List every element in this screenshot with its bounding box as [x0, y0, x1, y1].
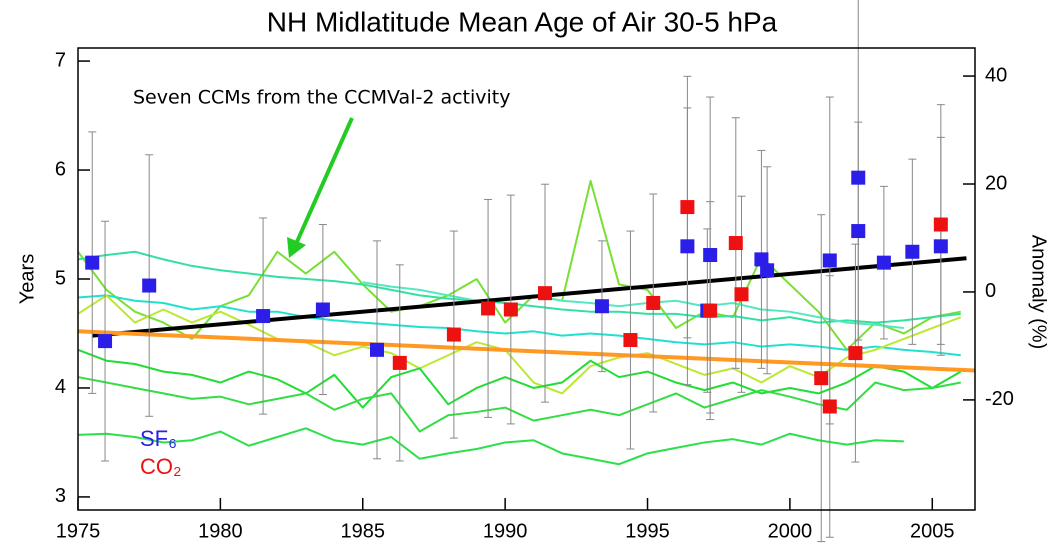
- x-tick-label: 1995: [625, 520, 670, 542]
- data-point: [392, 355, 407, 370]
- model-line: [77, 179, 961, 351]
- model-line: [77, 427, 904, 466]
- data-point: [370, 342, 384, 357]
- data-point: [728, 236, 743, 251]
- legend-label: SF₆: [140, 426, 177, 451]
- data-point: [85, 255, 100, 270]
- data-point: [814, 371, 829, 386]
- y2-tick-label: 20: [985, 172, 1007, 194]
- y-tick-label: 6: [55, 158, 66, 180]
- model-line: [362, 281, 904, 330]
- data-point: [256, 309, 271, 324]
- data-point: [680, 200, 695, 215]
- x-tick-label: 1975: [56, 520, 101, 542]
- data-point: [538, 286, 553, 301]
- y-tick-label: 3: [55, 485, 66, 507]
- model-line: [77, 294, 962, 395]
- data-point: [760, 263, 775, 278]
- annotation-arrow: [287, 117, 354, 258]
- data-point: [822, 399, 837, 414]
- data-point: [98, 334, 113, 349]
- data-point: [734, 287, 749, 302]
- data-point: [848, 346, 863, 361]
- y-tick-label: 7: [55, 49, 66, 71]
- data-point: [680, 239, 695, 254]
- data-point: [933, 217, 948, 232]
- x-tick-label: 1990: [483, 520, 528, 542]
- data-point: [503, 302, 518, 317]
- data-point: [905, 244, 920, 259]
- plot-frame: [77, 47, 976, 511]
- data-point: [754, 252, 769, 267]
- y2-tick-label: -20: [985, 388, 1014, 410]
- model-line: [77, 329, 976, 373]
- annotation: Seven CCMs from the CCMVal-2 activity: [133, 87, 511, 109]
- y2-tick-label: 40: [985, 64, 1007, 86]
- data-point: [646, 295, 661, 310]
- data-point: [142, 278, 157, 293]
- model-line: [77, 294, 961, 357]
- x-tick-label: 1985: [341, 520, 386, 542]
- data-point: [481, 301, 496, 316]
- legend-label: CO₂: [140, 454, 182, 479]
- x-tick-label: 1980: [198, 520, 243, 542]
- model-line: [77, 376, 961, 433]
- x-tick-label: 2000: [768, 520, 813, 542]
- data-point: [851, 170, 866, 185]
- data-point: [446, 327, 461, 342]
- x-tick-label: 2005: [910, 520, 955, 542]
- data-point: [876, 255, 891, 270]
- data-point: [703, 303, 718, 318]
- model-line: [77, 348, 962, 409]
- chart-title: NH Midlatitude Mean Age of Air 30-5 hPa: [267, 6, 778, 37]
- data-point: [315, 302, 330, 317]
- data-point: [933, 239, 948, 254]
- data-point: [851, 224, 866, 239]
- data-point: [623, 333, 638, 348]
- data-point: [822, 253, 837, 268]
- y2-tick-label: 0: [985, 280, 996, 302]
- data-point: [703, 248, 718, 263]
- y-axis-label: Years: [16, 254, 38, 304]
- data-point: [594, 299, 609, 314]
- y-tick-label: 5: [55, 267, 66, 289]
- y-tick-label: 4: [55, 376, 66, 398]
- y2-axis-label: Anomaly (%): [1028, 235, 1047, 349]
- model-line: [77, 250, 961, 324]
